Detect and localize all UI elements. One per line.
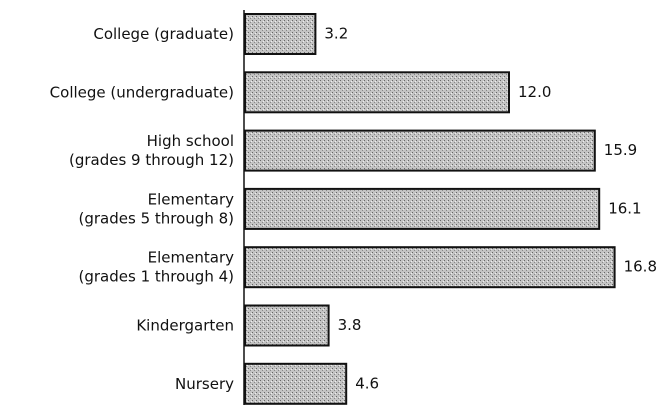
bar (244, 187, 601, 230)
category-label: College (undergraduate) (50, 83, 234, 101)
bar (244, 129, 596, 172)
bar (244, 13, 317, 55)
bar (244, 246, 616, 289)
bar (244, 304, 330, 347)
category-label: Elementary (grades 5 through 8) (79, 190, 235, 227)
bar (244, 71, 510, 114)
value-label: 16.1 (608, 199, 641, 217)
category-label: College (graduate) (93, 25, 234, 43)
value-label: 4.6 (355, 374, 379, 392)
category-label: Kindergarten (136, 316, 234, 334)
value-label: 12.0 (518, 83, 551, 101)
value-label: 16.8 (624, 258, 657, 276)
value-label: 3.2 (324, 25, 348, 43)
bar (244, 362, 348, 405)
category-label: High school (grades 9 through 12) (69, 132, 234, 169)
category-label: Elementary (grades 1 through 4) (79, 248, 235, 285)
value-label: 3.8 (338, 316, 362, 334)
category-label: Nursery (175, 374, 234, 392)
value-label: 15.9 (604, 141, 637, 159)
